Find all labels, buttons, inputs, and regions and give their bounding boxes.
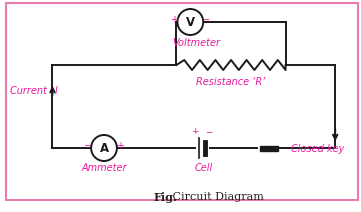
Text: +: + (192, 127, 199, 136)
Text: Voltmeter: Voltmeter (172, 38, 220, 48)
Text: Fig.: Fig. (154, 192, 178, 203)
Text: −: − (84, 141, 92, 151)
Circle shape (178, 9, 203, 35)
Text: Ammeter: Ammeter (81, 163, 127, 173)
Text: Current: Current (10, 85, 51, 95)
Text: Closed key: Closed key (291, 144, 344, 154)
Text: A: A (99, 142, 109, 155)
Circle shape (91, 135, 117, 161)
Text: −: − (202, 15, 210, 25)
Text: V: V (186, 17, 195, 29)
Text: Resistance ‘R’: Resistance ‘R’ (196, 77, 266, 87)
Text: Cell: Cell (194, 163, 212, 173)
Text: I: I (55, 85, 57, 95)
Text: +: + (170, 15, 178, 25)
Text: Circuit Diagram: Circuit Diagram (170, 192, 264, 202)
Bar (260, 146, 278, 151)
Text: −: − (205, 127, 213, 136)
Text: +: + (116, 141, 124, 151)
